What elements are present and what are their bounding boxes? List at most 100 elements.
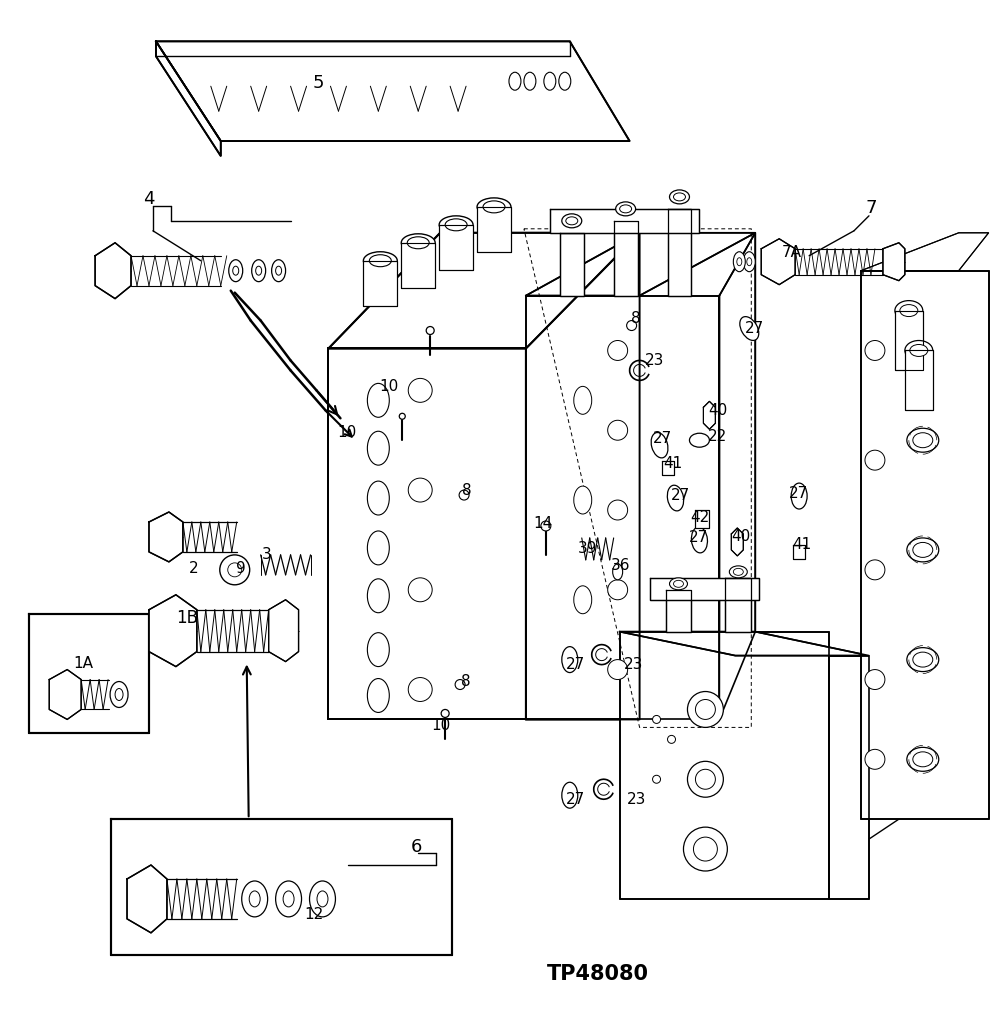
Text: 42: 42: [689, 510, 709, 526]
Text: 14: 14: [534, 516, 553, 532]
Polygon shape: [620, 631, 869, 656]
Circle shape: [865, 669, 885, 689]
Text: 27: 27: [688, 530, 708, 545]
Ellipse shape: [558, 72, 570, 90]
Ellipse shape: [740, 316, 759, 341]
Polygon shape: [761, 239, 796, 285]
Ellipse shape: [367, 679, 389, 713]
Text: 27: 27: [671, 488, 690, 503]
Text: 7: 7: [865, 199, 877, 217]
Circle shape: [608, 660, 628, 680]
Text: 1A: 1A: [73, 656, 93, 671]
Ellipse shape: [895, 301, 923, 320]
Polygon shape: [905, 350, 932, 410]
Circle shape: [683, 827, 727, 871]
Text: 4: 4: [143, 190, 155, 208]
Text: 9: 9: [236, 561, 246, 576]
Circle shape: [608, 580, 628, 600]
Text: 12: 12: [304, 907, 323, 922]
Ellipse shape: [561, 782, 577, 808]
Polygon shape: [95, 243, 131, 299]
Polygon shape: [402, 243, 435, 287]
Ellipse shape: [565, 217, 577, 225]
Polygon shape: [30, 614, 149, 733]
Circle shape: [409, 378, 433, 402]
Circle shape: [695, 699, 715, 719]
Ellipse shape: [233, 267, 239, 275]
Polygon shape: [550, 209, 699, 232]
Polygon shape: [620, 631, 829, 899]
Polygon shape: [363, 260, 397, 306]
Circle shape: [608, 420, 628, 440]
Ellipse shape: [561, 647, 577, 672]
Ellipse shape: [670, 190, 689, 204]
Polygon shape: [666, 590, 691, 631]
Text: 8: 8: [461, 675, 471, 689]
Polygon shape: [703, 402, 715, 430]
Ellipse shape: [367, 383, 389, 417]
Text: 7A: 7A: [782, 245, 803, 260]
Polygon shape: [650, 577, 759, 600]
Polygon shape: [156, 41, 630, 142]
Ellipse shape: [283, 890, 294, 907]
Text: 8: 8: [631, 311, 641, 326]
Circle shape: [653, 716, 661, 723]
Polygon shape: [50, 669, 81, 719]
Ellipse shape: [252, 259, 266, 282]
Ellipse shape: [544, 72, 556, 90]
Ellipse shape: [670, 577, 687, 590]
Circle shape: [687, 761, 723, 797]
Text: 8: 8: [462, 482, 472, 498]
Ellipse shape: [907, 538, 938, 562]
Ellipse shape: [477, 198, 511, 216]
Polygon shape: [614, 221, 638, 295]
Ellipse shape: [367, 431, 389, 465]
Circle shape: [541, 521, 551, 531]
Ellipse shape: [907, 648, 938, 671]
Polygon shape: [895, 311, 923, 371]
Polygon shape: [328, 348, 526, 719]
Polygon shape: [668, 209, 691, 295]
Text: 22: 22: [707, 429, 727, 444]
Polygon shape: [719, 232, 755, 719]
Text: 40: 40: [732, 530, 751, 544]
Text: 36: 36: [611, 559, 630, 573]
Circle shape: [865, 749, 885, 770]
Ellipse shape: [907, 747, 938, 772]
Ellipse shape: [729, 566, 747, 577]
Text: 23: 23: [645, 353, 665, 368]
Ellipse shape: [733, 252, 745, 272]
Ellipse shape: [913, 542, 932, 558]
Polygon shape: [861, 232, 989, 271]
Ellipse shape: [620, 205, 632, 213]
Polygon shape: [526, 232, 640, 719]
Circle shape: [653, 776, 661, 783]
Polygon shape: [829, 656, 869, 899]
Polygon shape: [794, 545, 806, 559]
Ellipse shape: [276, 267, 282, 275]
Polygon shape: [559, 232, 583, 295]
Ellipse shape: [913, 433, 932, 447]
Ellipse shape: [115, 689, 123, 700]
Text: 10: 10: [432, 718, 450, 732]
Polygon shape: [477, 207, 511, 252]
Circle shape: [687, 691, 723, 727]
Polygon shape: [111, 819, 452, 954]
Circle shape: [455, 680, 465, 689]
Text: 10: 10: [338, 425, 357, 440]
Ellipse shape: [913, 752, 932, 766]
Ellipse shape: [229, 259, 243, 282]
Ellipse shape: [363, 252, 397, 270]
Ellipse shape: [651, 433, 668, 458]
Ellipse shape: [905, 341, 932, 361]
Ellipse shape: [367, 632, 389, 666]
Text: 39: 39: [578, 541, 597, 557]
Ellipse shape: [483, 200, 505, 213]
Ellipse shape: [913, 652, 932, 667]
Ellipse shape: [367, 481, 389, 515]
Text: 1B: 1B: [176, 608, 197, 627]
Text: 3: 3: [262, 547, 272, 562]
Circle shape: [695, 770, 715, 789]
Polygon shape: [725, 577, 751, 631]
Text: 6: 6: [411, 838, 422, 856]
